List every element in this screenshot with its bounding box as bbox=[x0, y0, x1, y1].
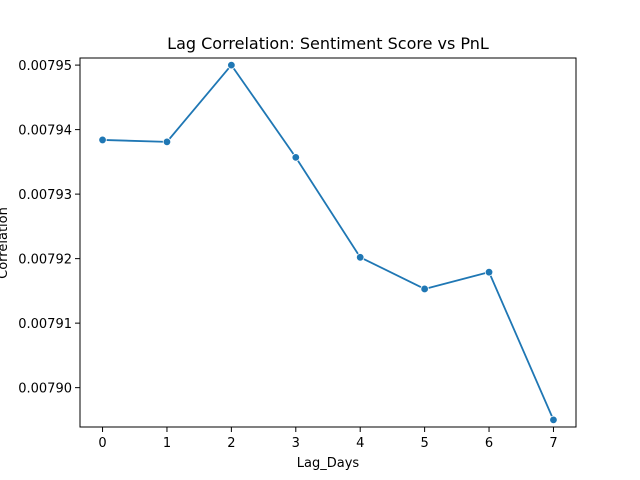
plot-frame bbox=[79, 57, 577, 428]
data-point bbox=[291, 153, 300, 162]
data-point bbox=[420, 284, 429, 294]
data-point bbox=[484, 267, 494, 277]
x-tick-label: 4 bbox=[356, 436, 364, 451]
y-tick-label: 0.00790 bbox=[18, 382, 72, 397]
y-tick-label: 0.00795 bbox=[18, 59, 72, 74]
data-point bbox=[98, 135, 107, 145]
data-point bbox=[227, 60, 236, 70]
series-line bbox=[102, 64, 555, 421]
x-tick-label: 7 bbox=[549, 436, 557, 451]
y-tick-label: 0.00793 bbox=[18, 188, 72, 203]
x-tick-label: 6 bbox=[485, 436, 493, 451]
x-tick-label: 3 bbox=[292, 436, 300, 451]
data-point bbox=[356, 253, 365, 262]
x-tick-label: 0 bbox=[98, 436, 106, 451]
y-axis: 0.00790 0.00791 0.00792 0.00793 0.00794 0.007… bbox=[18, 59, 80, 397]
x-tick-label: 2 bbox=[227, 436, 235, 451]
y-axis-label: Correlation bbox=[0, 207, 11, 279]
x-tick-label: 5 bbox=[420, 436, 428, 451]
y-tick-label: 0.00794 bbox=[18, 124, 72, 139]
data-point bbox=[162, 137, 172, 147]
plot-area bbox=[98, 60, 558, 425]
x-axis-label: Lag_Days bbox=[297, 456, 360, 471]
chart-title: Lag Correlation: Sentiment Score vs PnL bbox=[167, 34, 489, 53]
data-point bbox=[549, 415, 558, 425]
x-tick-label: 1 bbox=[163, 436, 171, 451]
x-axis: 0 1 2 3 4 5 6 7 bbox=[98, 427, 558, 451]
y-tick-label: 0.00791 bbox=[18, 317, 72, 332]
y-tick-label: 0.00792 bbox=[18, 253, 72, 268]
